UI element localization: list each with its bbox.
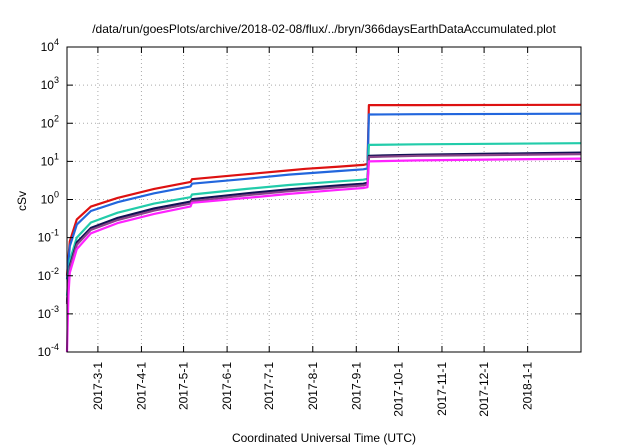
y-tick-label: 101 <box>41 151 59 168</box>
y-tick-label: 103 <box>41 75 59 92</box>
y-tick-label: 102 <box>41 113 59 130</box>
y-tick-label: 10-1 <box>38 228 59 245</box>
axis-ticks: 10-4 10-3 10-2 10-1 100 101 102 103 104 2017-3-1 2… <box>38 37 581 417</box>
x-tick-label: 2017-3-1 <box>91 362 105 410</box>
y-tick-label: 100 <box>41 190 59 207</box>
x-tick-label: 2017-7-1 <box>262 362 276 410</box>
x-tick-label: 2017-5-1 <box>177 362 191 410</box>
x-axis-label: Coordinated Universal Time (UTC) <box>232 431 416 445</box>
y-tick-label: 10-3 <box>38 304 59 321</box>
x-tick-label: 2017-10-1 <box>391 362 405 417</box>
x-tick-label: 2017-4-1 <box>134 362 148 410</box>
x-tick-label: 2017-12-1 <box>477 362 491 417</box>
y-tick-label: 10-4 <box>38 342 59 359</box>
y-tick-label: 104 <box>41 37 59 54</box>
x-tick-label: 2017-9-1 <box>349 362 363 410</box>
x-tick-label: 2017-8-1 <box>306 362 320 410</box>
series-line-2 <box>65 112 582 280</box>
x-tick-label: 2018-1-1 <box>521 362 535 410</box>
series-group <box>65 103 582 353</box>
x-tick-label: 2017-6-1 <box>220 362 234 410</box>
y-tick-label: 10-2 <box>38 266 59 283</box>
y-axis-label: cSv <box>15 191 29 211</box>
chart-title: /data/run/goesPlots/archive/2018-02-08/f… <box>92 22 556 36</box>
x-tick-label: 2017-11-1 <box>435 362 449 416</box>
series-line-6 <box>65 157 582 353</box>
